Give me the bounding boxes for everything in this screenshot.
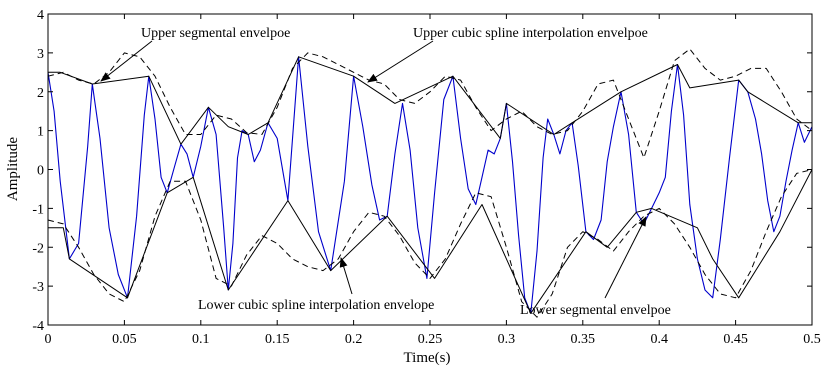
upper-segmental-envelope-line: [48, 56, 812, 145]
y-tick-label: -3: [32, 280, 44, 295]
lower-cubic-spline-envelope-arrow: [339, 257, 353, 295]
y-axis-label: Amplitude: [5, 137, 21, 202]
y-tick-label: -4: [32, 319, 44, 334]
x-tick-label: 0.05: [112, 332, 137, 347]
lower-segmental-envelope-arrow: [604, 216, 647, 299]
y-tick-label: 1: [37, 125, 44, 140]
x-tick-label: 0.5: [803, 332, 821, 347]
x-axis-label: Time(s): [404, 350, 451, 366]
lower-segmental-envelope-line: [48, 169, 813, 314]
axes: 0 0.05 0.1 0.15 0.2 0.25 0.3 0.35 0.4 0.45 0.5 4 3 2 1…: [32, 8, 820, 347]
x-tick-label: 0.3: [498, 332, 516, 347]
y-tick-label: 2: [37, 86, 44, 101]
x-tick-label: 0.45: [723, 332, 748, 347]
lower-cubic-spline-envelope-annotation: Lower cubic spline interpolation envelop…: [198, 298, 434, 313]
x-tick-label: 0.1: [192, 332, 210, 347]
x-tick-label: 0: [45, 332, 52, 347]
lower-segmental-envelope-annotation: Lower segmental envelpoe: [520, 303, 671, 318]
x-tick-label: 0.2: [345, 332, 363, 347]
y-tick-label: 0: [37, 164, 44, 179]
y-tick-label: -1: [32, 202, 44, 217]
y-tick-label: 4: [37, 8, 44, 23]
upper-segmental-envelope-annotation: Upper segmental envelpoe: [141, 26, 290, 41]
x-tick-label: 0.15: [265, 332, 290, 347]
signal-line: [47, 56, 813, 314]
plot-area: [47, 48, 813, 318]
annotations: Upper segmental envelpoe Upper cubic spl…: [100, 26, 671, 318]
y-tick-label: 3: [37, 47, 44, 62]
x-tick-label: 0.35: [571, 332, 596, 347]
y-tick-label: -2: [32, 241, 44, 256]
upper-cubic-spline-envelope-arrow: [367, 40, 434, 83]
x-tick-label: 0.25: [418, 332, 443, 347]
upper-segmental-envelope-arrow: [100, 40, 153, 82]
x-tick-label: 0.4: [650, 332, 668, 347]
upper-cubic-spline-envelope-annotation: Upper cubic spline interpolation envelpo…: [413, 26, 648, 41]
lower-cubic-spline-envelope-line: [47, 169, 813, 318]
upper-cubic-spline-envelope-line: [47, 48, 813, 159]
